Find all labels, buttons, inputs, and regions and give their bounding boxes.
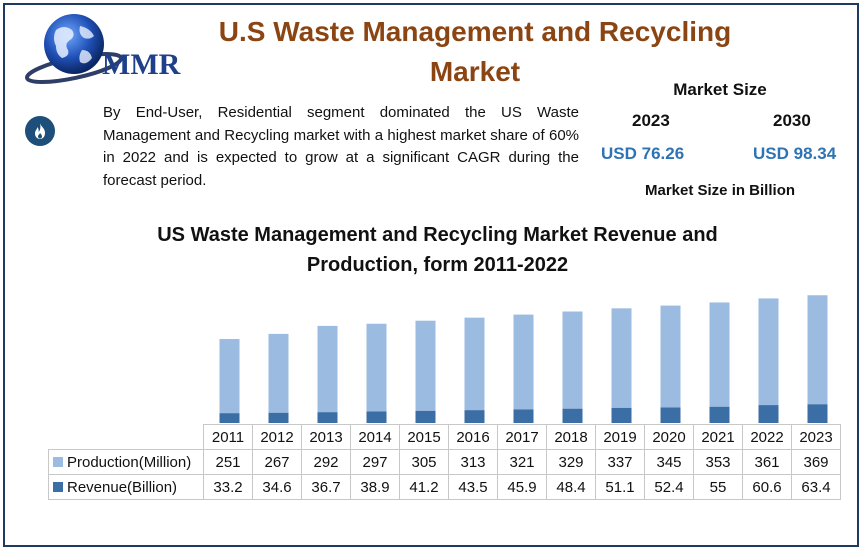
bar-revenue-2017 <box>513 409 534 423</box>
bar-production-2016 <box>464 317 485 411</box>
market-size-unit-label: Market Size in Billion <box>644 182 796 199</box>
tick-label-2016: 2016 <box>448 424 498 450</box>
logo-text: MMR <box>102 48 181 81</box>
bar-revenue-2018 <box>562 408 583 423</box>
legend-swatch-revenue <box>53 481 63 492</box>
bar-production-2022 <box>758 298 779 406</box>
data-label-revenue-2023: 63.4 <box>791 474 841 500</box>
data-label-revenue-2016: 43.5 <box>448 474 498 500</box>
globe-icon <box>25 14 123 84</box>
tick-label-2017: 2017 <box>497 424 547 450</box>
legend-label-production: Production(Million) <box>67 453 192 471</box>
bar-production-2018 <box>562 311 583 409</box>
legend-swatch-production <box>53 456 63 467</box>
market-size-heading: Market Size <box>673 80 767 99</box>
tick-label-2012: 2012 <box>252 424 302 450</box>
data-label-revenue-2014: 38.9 <box>350 474 400 500</box>
tick-label-2023: 2023 <box>791 424 841 450</box>
data-label-production-2018: 329 <box>546 449 596 475</box>
tick-label-2022: 2022 <box>742 424 792 450</box>
bar-production-2017 <box>513 314 534 410</box>
data-label-production-2016: 313 <box>448 449 498 475</box>
data-label-revenue-2020: 52.4 <box>644 474 694 500</box>
data-label-production-2019: 337 <box>595 449 645 475</box>
data-label-production-2012: 267 <box>252 449 302 475</box>
bar-revenue-2014 <box>366 411 387 423</box>
data-label-production-2017: 321 <box>497 449 547 475</box>
bar-revenue-2023 <box>807 404 828 423</box>
bar-revenue-2020 <box>660 407 681 423</box>
data-label-production-2011: 251 <box>203 449 253 475</box>
data-label-revenue-2022: 60.6 <box>742 474 792 500</box>
bar-revenue-2011 <box>219 413 240 423</box>
tick-label-2018: 2018 <box>546 424 596 450</box>
data-label-revenue-2017: 45.9 <box>497 474 547 500</box>
data-label-production-2022: 361 <box>742 449 792 475</box>
legend-revenue: Revenue(Billion) <box>48 474 204 500</box>
legend-production: Production(Million) <box>48 449 204 475</box>
data-label-production-2023: 369 <box>791 449 841 475</box>
bar-production-2015 <box>415 320 436 411</box>
description-text: By End-User, Residential segment dominat… <box>103 104 579 189</box>
flame-icon <box>25 116 55 146</box>
page-title: U.S Waste Management and Recycling Marke… <box>218 16 732 87</box>
market-size-year-end: 2030 <box>773 111 811 130</box>
chart-title: US Waste Management and Recycling Market… <box>157 224 718 276</box>
bar-revenue-2016 <box>464 410 485 423</box>
data-label-revenue-2011: 33.2 <box>203 474 253 500</box>
bar-production-2020 <box>660 305 681 408</box>
logo: MMR <box>22 8 192 88</box>
data-label-production-2020: 345 <box>644 449 694 475</box>
bar-production-2011 <box>219 339 240 414</box>
bar-revenue-2015 <box>415 410 436 423</box>
tick-label-2011: 2011 <box>203 424 253 450</box>
bar-production-2012 <box>268 333 289 413</box>
data-label-revenue-2012: 34.6 <box>252 474 302 500</box>
bar-production-2021 <box>709 302 730 407</box>
tick-label-2014: 2014 <box>350 424 400 450</box>
data-label-production-2021: 353 <box>693 449 743 475</box>
data-label-revenue-2013: 36.7 <box>301 474 351 500</box>
data-label-production-2015: 305 <box>399 449 449 475</box>
bar-production-2014 <box>366 323 387 412</box>
market-size-value-end: USD 98.34 <box>753 144 837 163</box>
data-label-revenue-2021: 55 <box>693 474 743 500</box>
table-row-production: Production(Million) 251 267 292 297 305 313 32… <box>48 449 841 475</box>
data-label-revenue-2015: 41.2 <box>399 474 449 500</box>
tick-label-2015: 2015 <box>399 424 449 450</box>
tick-label-2020: 2020 <box>644 424 694 450</box>
data-label-revenue-2018: 48.4 <box>546 474 596 500</box>
bar-production-2023 <box>807 295 828 405</box>
bar-production-2013 <box>317 325 338 413</box>
table-corner <box>49 425 204 450</box>
data-label-production-2013: 292 <box>301 449 351 475</box>
market-size-value-start: USD 76.26 <box>601 144 685 163</box>
data-label-production-2014: 297 <box>350 449 400 475</box>
table-row-years: 2011 2012 2013 2014 2015 2016 2017 2018 2019 2020… <box>49 424 841 450</box>
tick-label-2019: 2019 <box>595 424 645 450</box>
market-size-year-start: 2023 <box>632 111 670 130</box>
bar-production-2019 <box>611 308 632 408</box>
bar-revenue-2019 <box>611 407 632 423</box>
table-row-revenue: Revenue(Billion) 33.2 34.6 36.7 38.9 41.2 43.… <box>48 474 841 500</box>
bar-revenue-2012 <box>268 412 289 423</box>
bar-revenue-2013 <box>317 412 338 423</box>
bar-revenue-2021 <box>709 406 730 423</box>
page-frame <box>3 3 859 547</box>
tick-label-2021: 2021 <box>693 424 743 450</box>
chart-data-table: 2011 2012 2013 2014 2015 2016 2017 2018 2019 2020… <box>48 424 841 500</box>
tick-label-2013: 2013 <box>301 424 351 450</box>
legend-label-revenue: Revenue(Billion) <box>67 478 178 496</box>
bar-revenue-2022 <box>758 405 779 423</box>
data-label-revenue-2019: 51.1 <box>595 474 645 500</box>
